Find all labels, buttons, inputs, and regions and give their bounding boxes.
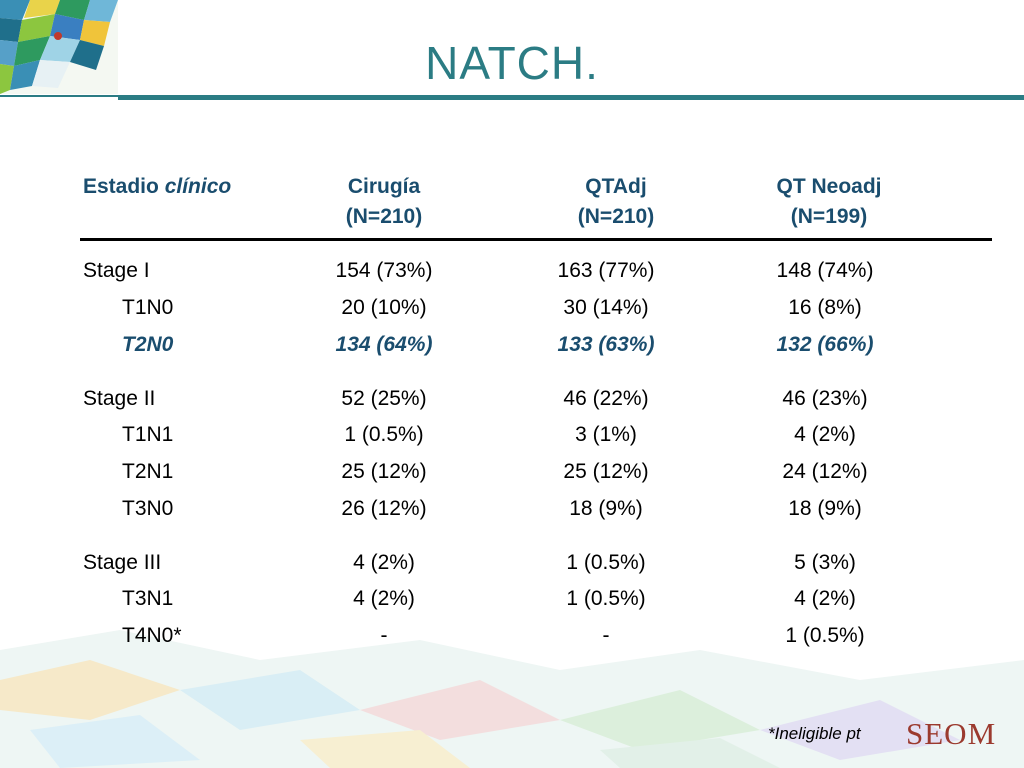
background-mosaic bbox=[0, 630, 1024, 768]
cell-qtneoadj: 148 (74%) bbox=[776, 259, 874, 282]
row-label: T1N1 bbox=[122, 423, 174, 446]
cell-qtneoadj: 18 (9%) bbox=[788, 497, 862, 520]
row-label-highlight: T2N0 bbox=[122, 333, 174, 356]
row-label: T3N1 bbox=[122, 587, 174, 610]
row-label: T4N0* bbox=[122, 624, 182, 647]
row-label: T2N1 bbox=[122, 460, 174, 483]
cell-qtneoadj: 4 (2%) bbox=[794, 587, 856, 610]
title-rule-left bbox=[0, 95, 118, 97]
cell-qtneoadj: 1 (0.5%) bbox=[785, 624, 865, 647]
cell-cirugia: 1 (0.5%) bbox=[344, 423, 424, 446]
header-qtneoadj-n: (N=199) bbox=[790, 205, 868, 228]
cell-qtadj: - bbox=[602, 624, 610, 647]
cell-cirugia: 154 (73%) bbox=[335, 259, 433, 282]
header-rule bbox=[80, 238, 992, 241]
cell-qtadj: 25 (12%) bbox=[563, 460, 649, 483]
footnote: *Ineligible pt bbox=[768, 724, 861, 743]
row-label: T3N0 bbox=[122, 497, 174, 520]
cell-cirugia-highlight: 134 (64%) bbox=[335, 333, 433, 356]
header-stage: Estadio clínico bbox=[83, 175, 232, 198]
cell-qtneoadj: 46 (23%) bbox=[782, 387, 868, 410]
header-qtneoadj: QT Neoadj bbox=[776, 175, 882, 198]
cell-qtadj: 46 (22%) bbox=[563, 387, 649, 410]
cell-qtadj: 163 (77%) bbox=[557, 259, 655, 282]
header-cirugia: Cirugía bbox=[347, 175, 421, 198]
cell-qtneoadj: 5 (3%) bbox=[794, 551, 856, 574]
header-cirugia-n: (N=210) bbox=[345, 205, 423, 228]
title-rule bbox=[118, 95, 1024, 100]
cell-cirugia: 4 (2%) bbox=[353, 551, 415, 574]
seom-logo: SEOM bbox=[906, 716, 997, 751]
cell-qtadj: 1 (0.5%) bbox=[566, 587, 646, 610]
cell-qtadj: 3 (1%) bbox=[575, 423, 637, 446]
slide-title: NATCH. bbox=[425, 37, 599, 89]
cell-qtadj-highlight: 133 (63%) bbox=[557, 333, 655, 356]
cell-qtneoadj: 16 (8%) bbox=[788, 296, 862, 319]
cell-qtadj: 18 (9%) bbox=[569, 497, 643, 520]
cell-qtneoadj: 24 (12%) bbox=[782, 460, 868, 483]
cell-cirugia: 52 (25%) bbox=[341, 387, 427, 410]
row-label: Stage II bbox=[83, 387, 156, 410]
header-qtadj: QTAdj bbox=[585, 175, 647, 198]
cell-cirugia: 25 (12%) bbox=[341, 460, 427, 483]
cell-qtadj: 1 (0.5%) bbox=[566, 551, 646, 574]
cell-cirugia: 20 (10%) bbox=[341, 296, 427, 319]
cell-cirugia: 4 (2%) bbox=[353, 587, 415, 610]
cell-cirugia: - bbox=[380, 624, 388, 647]
cell-qtadj: 30 (14%) bbox=[563, 296, 649, 319]
cell-qtneoadj: 4 (2%) bbox=[794, 423, 856, 446]
row-label: T1N0 bbox=[122, 296, 174, 319]
row-label: Stage III bbox=[83, 551, 162, 574]
mosaic-logo bbox=[0, 0, 118, 94]
cell-qtneoadj-highlight: 132 (66%) bbox=[776, 333, 874, 356]
row-label: Stage I bbox=[83, 259, 150, 282]
cell-cirugia: 26 (12%) bbox=[341, 497, 427, 520]
header-qtadj-n: (N=210) bbox=[577, 205, 655, 228]
